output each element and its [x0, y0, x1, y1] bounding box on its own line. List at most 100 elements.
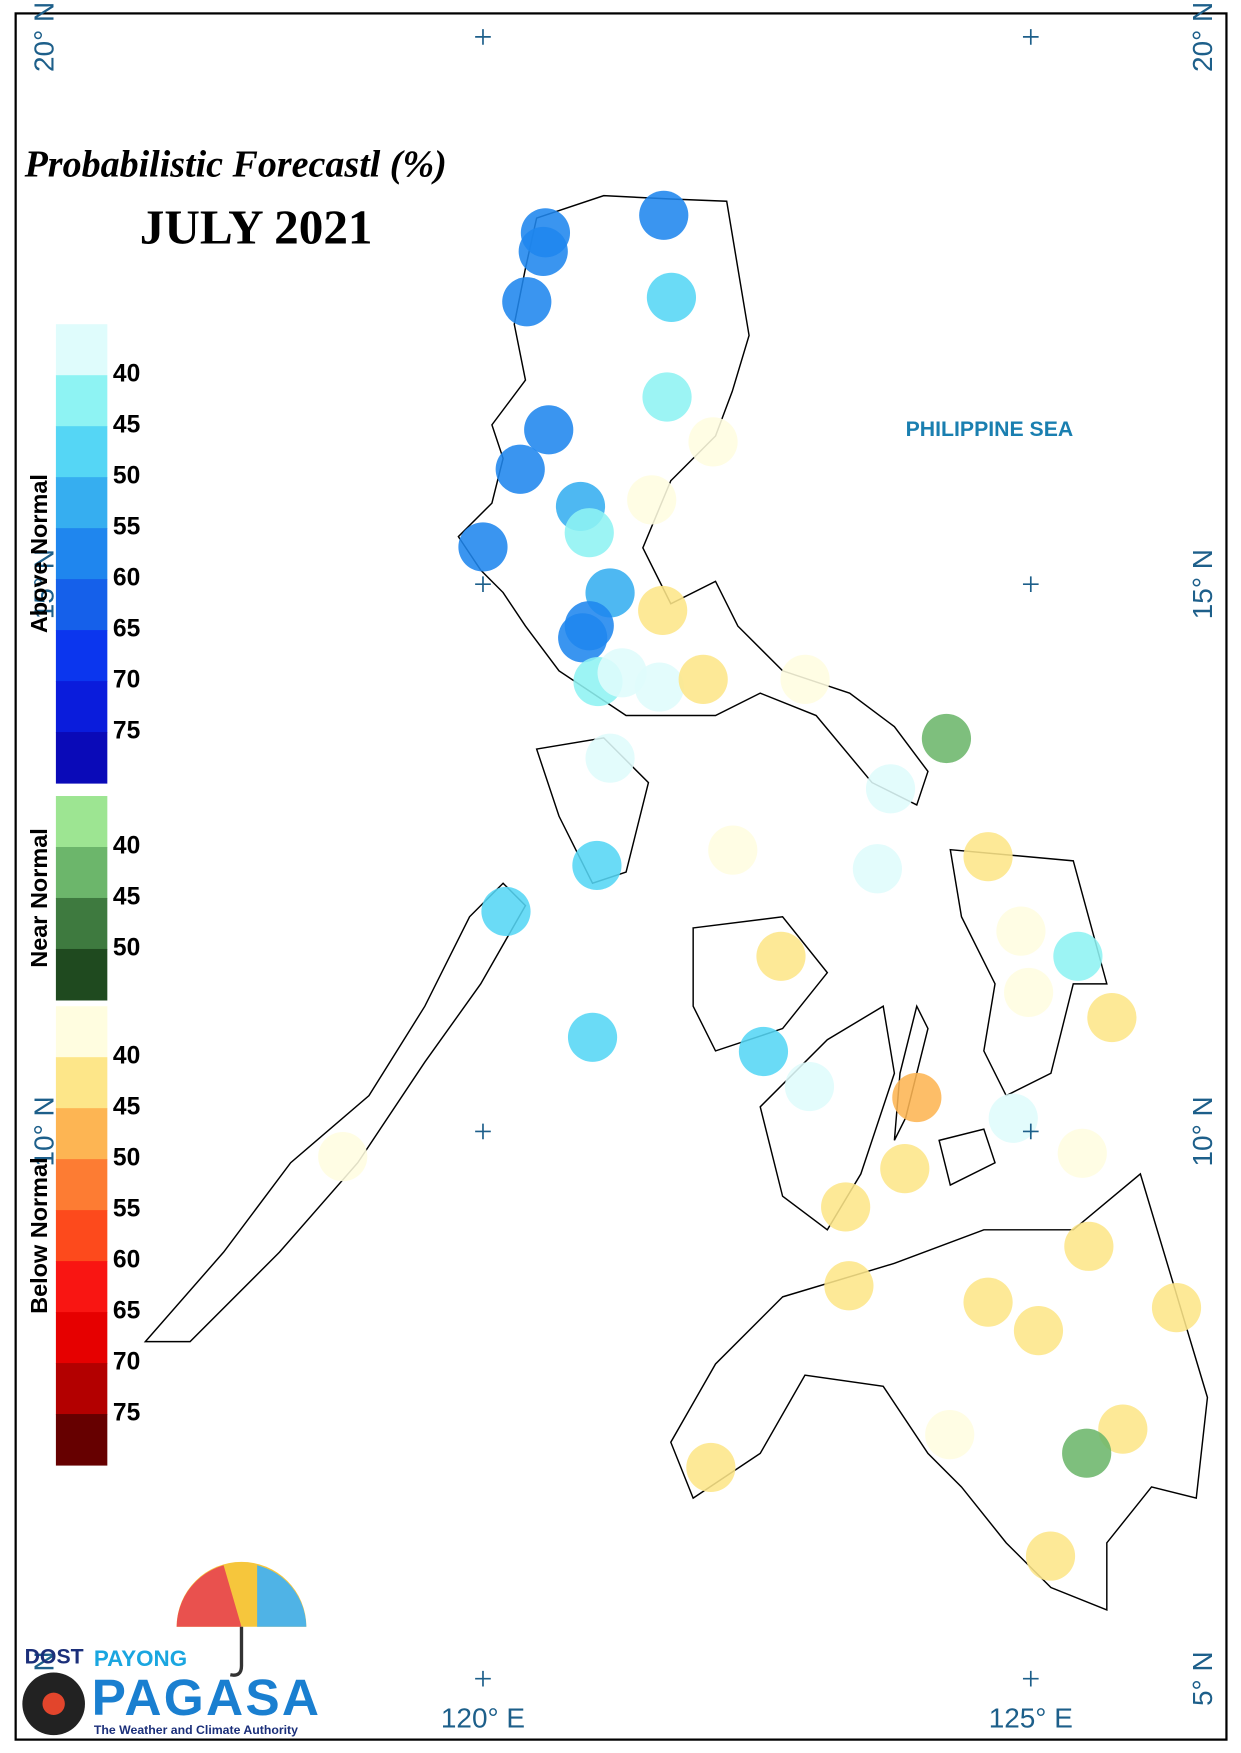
station-forecast: [678, 654, 728, 704]
station-forecast: [852, 844, 903, 894]
station-forecast: [567, 1012, 618, 1062]
station-forecast: [627, 475, 677, 525]
legend-swatch: [55, 897, 108, 950]
station-forecast: [865, 764, 916, 814]
station-forecast: [1062, 1428, 1112, 1478]
station-forecast: [518, 226, 568, 277]
legend-swatch: [55, 630, 108, 682]
grid-cross: [1022, 29, 1039, 45]
legend-swatch: [55, 1363, 108, 1415]
tagline: The Weather and Climate Authority: [94, 1723, 298, 1737]
station-forecast: [921, 713, 972, 764]
stations: [318, 190, 1202, 1581]
legend-swatch: [55, 1210, 108, 1262]
legend-tick-label: 45: [113, 1094, 140, 1121]
umbrella-handle: [229, 1626, 244, 1677]
legend-tick-label: 75: [113, 718, 140, 745]
panay: [692, 915, 829, 1052]
station-forecast: [1004, 967, 1054, 1018]
station-forecast: [708, 825, 758, 875]
grid-cross: [475, 1670, 491, 1687]
station-forecast: [502, 277, 552, 327]
legend-swatch: [55, 324, 108, 376]
grid-cross: [475, 29, 491, 45]
legend-tick-label: 55: [113, 1196, 140, 1223]
legend-swatch: [55, 1312, 108, 1364]
station-forecast: [963, 1277, 1013, 1327]
legend-swatch: [55, 796, 108, 848]
station-forecast: [558, 613, 608, 663]
legend-tick-label: 60: [113, 1247, 140, 1274]
legend-tick-label: 40: [113, 361, 140, 388]
station-forecast: [686, 1442, 736, 1493]
logo: DOST PAYONG PAGASA The Weather and Clima…: [22, 1561, 322, 1737]
station-forecast: [821, 1182, 871, 1232]
station-forecast: [634, 662, 684, 712]
dost-emblem-center: [42, 1692, 65, 1716]
legend-tick-label: 75: [113, 1400, 140, 1427]
legend-swatch: [55, 1006, 108, 1058]
station-forecast: [1087, 992, 1137, 1043]
station-forecast: [318, 1131, 368, 1182]
station-forecast: [597, 648, 647, 698]
legend-swatch: [55, 1261, 108, 1313]
legend-swatch: [55, 732, 108, 784]
legend-swatch: [55, 375, 108, 427]
station-forecast: [639, 190, 689, 240]
legend-tick-label: 50: [113, 934, 140, 961]
legend: 40 45 50 55 60 65 70 75 Above Normal 40 45 50 Near N…: [26, 324, 140, 1466]
legend-tick-label: 45: [113, 412, 140, 439]
legend-swatch: [55, 426, 108, 478]
legend-tick-label: 70: [113, 1349, 140, 1376]
negros: [759, 1005, 896, 1231]
station-forecast: [688, 417, 738, 467]
legend-group-label: Above Normal: [26, 474, 52, 633]
lat-label: 20° N: [29, 2, 60, 72]
lat-label: 10° N: [1187, 1096, 1218, 1166]
legend-swatch: [55, 528, 108, 580]
brand-top: PAYONG: [94, 1646, 187, 1671]
station-forecast: [824, 1261, 874, 1311]
sea-label: PHILIPPINE SEA: [906, 417, 1074, 441]
cebu: [893, 1004, 929, 1141]
station-forecast: [892, 1072, 942, 1123]
legend-swatch: [55, 477, 108, 529]
station-forecast: [481, 886, 531, 937]
umbrella-panel: [257, 1565, 307, 1627]
station-forecast: [880, 1144, 930, 1194]
lon-label: 125° E: [989, 1702, 1073, 1733]
legend-tick-label: 40: [113, 832, 140, 859]
station-forecast: [524, 405, 574, 455]
legend-swatch: [55, 579, 108, 631]
map-title: Probabilistic Forecastl (%): [24, 144, 447, 186]
brand: PAGASA: [92, 1668, 322, 1726]
station-forecast: [784, 1061, 835, 1112]
station-forecast: [1064, 1221, 1114, 1271]
legend-tick-label: 60: [113, 565, 140, 592]
map-frame: 120° E 125° E 20° N 20° N 15° N 15° N 10° N 10°…: [14, 2, 1228, 1741]
bohol: [938, 1128, 996, 1187]
station-forecast: [495, 444, 545, 494]
grid-cross: [1022, 576, 1039, 592]
grid-cross: [475, 576, 491, 592]
samar-leyte: [949, 848, 1108, 1097]
station-forecast: [642, 372, 692, 422]
lat-label: 15° N: [29, 549, 60, 619]
station-forecast: [756, 931, 806, 981]
legend-tick-label: 55: [113, 514, 140, 541]
station-forecast: [1057, 1128, 1107, 1178]
lat-label: 5° N: [1187, 1651, 1218, 1706]
legend-swatch: [55, 948, 108, 1001]
station-forecast: [1151, 1283, 1202, 1333]
legend-tick-label: 50: [113, 463, 140, 490]
legend-swatch: [55, 681, 108, 733]
station-forecast: [646, 272, 697, 322]
station-forecast: [1098, 1404, 1148, 1454]
map-subtitle: JULY 2021: [140, 200, 373, 255]
lat-label: 10° N: [29, 1096, 60, 1166]
lat-label: 20° N: [1187, 2, 1218, 72]
station-forecast: [572, 840, 622, 891]
station-forecast: [780, 654, 830, 704]
legend-swatch: [55, 1159, 108, 1211]
